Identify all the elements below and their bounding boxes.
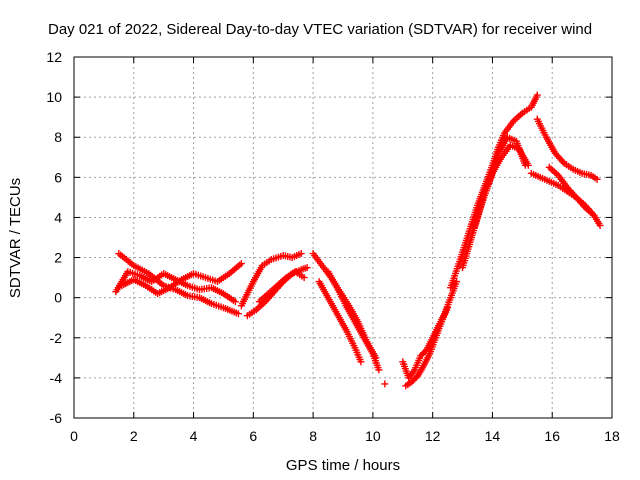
data-point (444, 304, 452, 312)
series-track-6 (255, 268, 308, 306)
x-tick-label: 0 (70, 428, 78, 444)
x-tick-labels: 0 2 4 6 8 10 12 14 16 18 (70, 428, 620, 444)
series-track-10 (381, 380, 389, 388)
y-tick-labels: -6 -4 -2 0 2 4 6 8 10 12 (46, 49, 62, 426)
y-tick-label: 10 (46, 89, 62, 105)
x-tick-label: 4 (190, 428, 198, 444)
x-tick-label: 8 (309, 428, 317, 444)
data-point (297, 250, 305, 258)
y-tick-label: -6 (50, 410, 63, 426)
data-point (533, 91, 541, 99)
x-tick-label: 14 (485, 428, 501, 444)
data-point (231, 298, 239, 306)
series-track-9 (324, 268, 383, 374)
data-point (593, 175, 601, 183)
data-points (112, 91, 604, 390)
data-point (303, 264, 311, 272)
y-tick-label: 6 (54, 169, 62, 185)
x-tick-label: 2 (130, 428, 138, 444)
series-track-18 (545, 163, 598, 219)
data-point (381, 380, 389, 388)
data-point (300, 274, 308, 282)
x-tick-label: 16 (544, 428, 560, 444)
data-point (375, 366, 383, 374)
x-axis-title: GPS time / hours (286, 457, 400, 474)
series-track-11 (399, 278, 461, 382)
x-tick-label: 6 (249, 428, 257, 444)
y-tick-label: 2 (54, 250, 62, 266)
y-tick-label: -4 (50, 370, 63, 386)
y-tick-label: -2 (50, 330, 63, 346)
data-point (596, 221, 604, 229)
series-track-5 (243, 264, 311, 320)
chart-title: Day 021 of 2022, Sidereal Day-to-day VTE… (48, 21, 592, 38)
data-point (234, 310, 242, 318)
series-track-12 (402, 304, 452, 390)
data-point (590, 211, 598, 219)
x-tick-label: 10 (365, 428, 381, 444)
series-track-15 (471, 141, 532, 231)
series-track-3 (118, 260, 245, 298)
y-axis-title: SDTVAR / TECUs (7, 178, 24, 298)
axis-ticks (73, 56, 613, 419)
plot-frame (73, 56, 613, 419)
data-point (412, 373, 420, 381)
series-track-8 (315, 278, 365, 366)
y-tick-label: 12 (46, 49, 62, 65)
series-track-13 (447, 91, 541, 292)
y-tick-label: 0 (54, 290, 62, 306)
data-point (357, 358, 365, 366)
x-tick-label: 18 (604, 428, 620, 444)
x-tick-label: 12 (425, 428, 441, 444)
data-point (524, 161, 532, 169)
y-tick-label: 8 (54, 129, 62, 145)
y-tick-label: 4 (54, 209, 62, 225)
grid (74, 57, 612, 418)
series-track-4 (237, 250, 305, 310)
data-point (237, 260, 245, 268)
series-track-16 (533, 115, 601, 183)
